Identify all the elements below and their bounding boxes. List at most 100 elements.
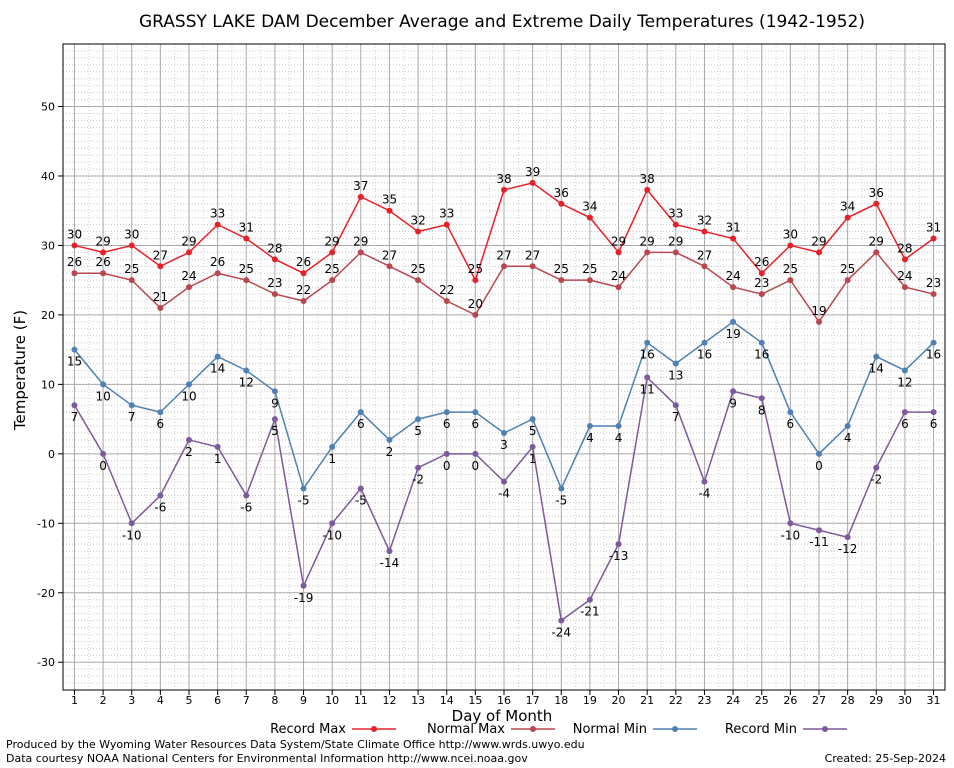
record-min-point	[415, 464, 422, 471]
y-tick-label: -20	[37, 587, 55, 600]
normal-max-point	[128, 277, 135, 284]
record-max-point	[329, 249, 336, 256]
record-min-data-label: -10	[322, 528, 342, 542]
record-min-data-label: -12	[838, 542, 858, 556]
normal-min-data-label: 4	[615, 431, 623, 445]
normal-max-data-label: 24	[897, 269, 912, 283]
record-min-data-label: -6	[154, 501, 166, 515]
y-tick-label: 40	[41, 170, 55, 183]
normal-min-data-label: 5	[414, 424, 422, 438]
record-max-point	[128, 242, 135, 249]
normal-min-point	[644, 339, 651, 346]
record-min-data-label: -24	[551, 626, 571, 640]
normal-max-point	[357, 249, 364, 256]
x-tick-label: 10	[325, 694, 339, 707]
footer-produced-by: Produced by the Wyoming Water Resources …	[6, 738, 585, 751]
normal-min-point	[472, 409, 479, 416]
record-max-data-label: 26	[296, 255, 311, 269]
y-axis-title: Temperature (F)	[11, 310, 29, 431]
record-max-data-label: 38	[496, 172, 511, 186]
record-min-data-label: -2	[870, 473, 882, 487]
normal-min-point	[558, 485, 565, 492]
record-max-data-label: 31	[239, 220, 254, 234]
x-tick-label: 26	[783, 694, 797, 707]
legend-marker-normal-min	[672, 726, 678, 732]
record-min-point	[644, 374, 651, 381]
record-max-data-label: 33	[668, 207, 683, 221]
normal-min-data-label: 15	[67, 355, 82, 369]
record-max-point	[472, 277, 479, 284]
normal-max-point	[615, 284, 622, 291]
normal-max-data-label: 25	[582, 262, 597, 276]
normal-max-point	[816, 318, 822, 325]
record-max-point	[415, 228, 422, 235]
x-tick-label: 25	[755, 694, 769, 707]
normal-max-data-label: 27	[382, 248, 397, 262]
legend-marker-record-max	[371, 726, 377, 732]
record-min-data-label: 7	[672, 410, 680, 424]
normal-max-point	[844, 277, 851, 284]
normal-min-data-label: 1	[328, 452, 336, 466]
x-tick-label: 24	[726, 694, 740, 707]
normal-min-point	[357, 409, 364, 416]
record-min-point	[586, 596, 593, 603]
normal-max-point	[758, 291, 765, 298]
normal-max-point	[243, 277, 250, 284]
normal-min-point	[157, 409, 164, 416]
record-min-point	[157, 492, 164, 499]
normal-min-data-label: 2	[386, 445, 394, 459]
legend-label-normal-min: Normal Min	[573, 722, 647, 737]
normal-min-point	[300, 485, 307, 492]
record-min-point	[271, 416, 278, 423]
normal-min-point	[758, 339, 765, 346]
x-tick-label: 22	[669, 694, 683, 707]
normal-min-data-label: 9	[271, 396, 279, 410]
record-max-point	[844, 214, 851, 221]
x-tick-label: 19	[583, 694, 597, 707]
normal-max-point	[501, 263, 507, 270]
record-min-point	[300, 582, 307, 589]
x-tick-label: 27	[812, 694, 826, 707]
normal-max-data-label: 25	[410, 262, 425, 276]
x-tick-label: 16	[497, 694, 511, 707]
normal-min-data-label: 14	[210, 362, 225, 376]
record-min-point	[529, 443, 536, 450]
record-min-data-label: 6	[930, 417, 938, 431]
normal-max-data-label: 23	[267, 276, 282, 290]
record-max-point	[558, 200, 565, 207]
normal-min-data-label: 4	[586, 431, 594, 445]
x-tick-label: 28	[841, 694, 855, 707]
record-max-point	[930, 235, 937, 242]
record-max-data-label: 34	[582, 200, 597, 214]
normal-max-data-label: 20	[468, 297, 483, 311]
normal-min-data-label: 10	[181, 389, 196, 403]
x-tick-label: 4	[157, 694, 164, 707]
footer-created-date: Created: 25-Sep-2024	[825, 752, 946, 765]
record-min-point	[787, 520, 794, 527]
record-min-point	[100, 450, 107, 457]
normal-max-point	[271, 291, 278, 298]
normal-max-data-label: 25	[124, 262, 139, 276]
y-tick-label: 10	[41, 378, 55, 391]
x-tick-label: 11	[354, 694, 368, 707]
record-min-data-label: -4	[498, 487, 510, 501]
normal-max-point	[873, 249, 880, 256]
record-min-data-label: -14	[380, 556, 400, 570]
record-min-point	[214, 443, 221, 450]
normal-max-point	[787, 277, 794, 284]
record-max-data-label: 27	[153, 248, 168, 262]
normal-max-point	[930, 291, 937, 298]
normal-min-data-label: -5	[555, 494, 567, 508]
x-tick-label: 8	[271, 694, 278, 707]
normal-max-point	[701, 263, 708, 270]
x-axis-title: Day of Month	[452, 707, 553, 725]
normal-min-point	[271, 388, 278, 395]
record-max-point	[71, 242, 78, 249]
normal-max-point	[186, 284, 192, 291]
normal-max-point	[415, 277, 422, 284]
record-max-data-label: 33	[439, 207, 454, 221]
record-min-point	[128, 520, 135, 527]
normal-max-point	[214, 270, 221, 277]
y-tick-label: 20	[41, 309, 55, 322]
normal-min-point	[730, 318, 737, 325]
